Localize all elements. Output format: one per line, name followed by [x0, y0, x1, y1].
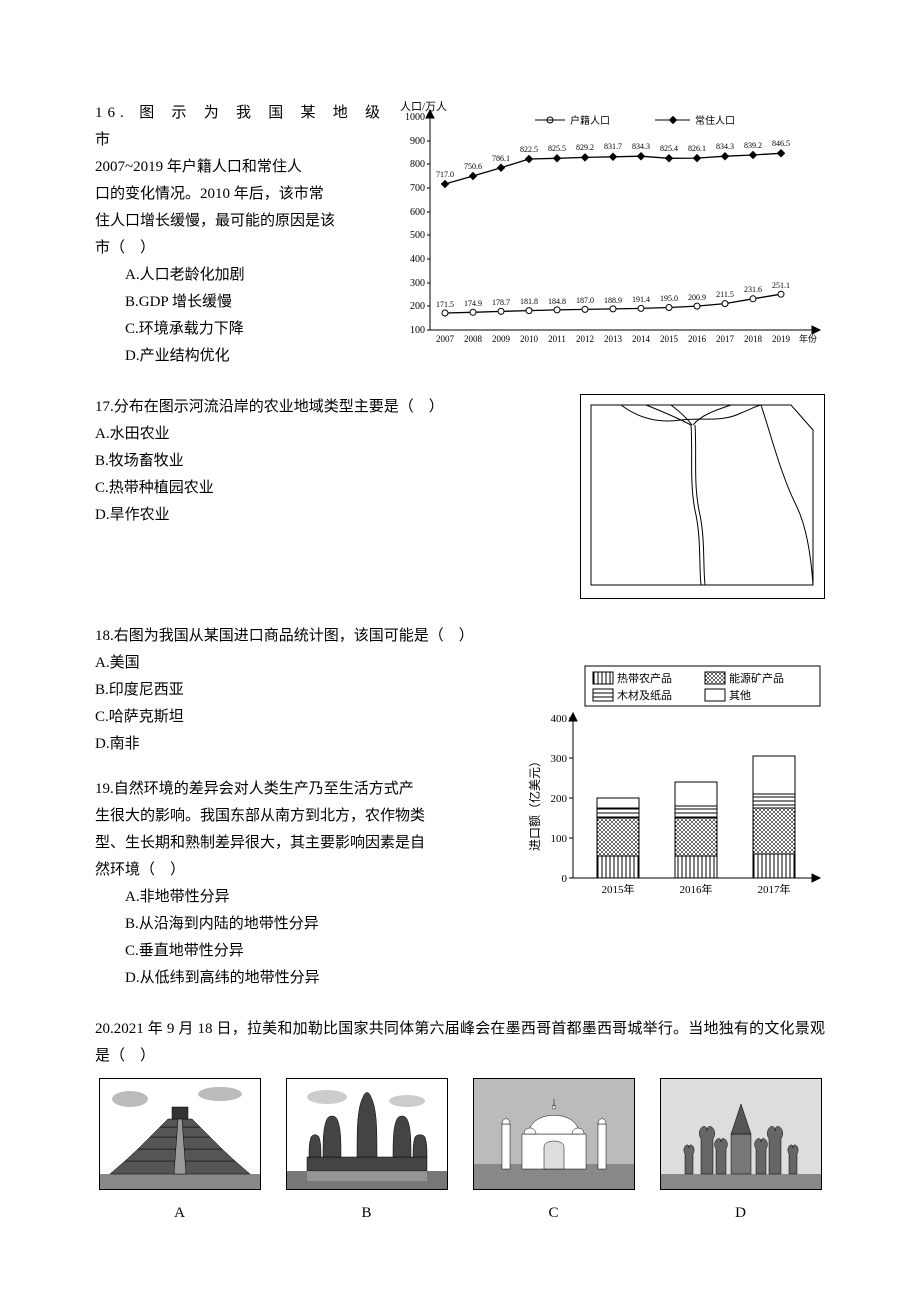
svg-text:800: 800 [410, 159, 425, 170]
question-16: 人口/万人 [95, 100, 825, 370]
svg-text:195.0: 195.0 [660, 294, 678, 303]
q19-option-d[interactable]: D.从低纬到高纬的地带性分异 [125, 965, 825, 992]
q20-label-d: D [656, 1200, 825, 1227]
q20-option-b[interactable]: B [282, 1078, 451, 1227]
question-17: 17.分布在图示河流沿岸的农业地域类型主要是（ ） A.水田农业 B.牧场畜牧业… [95, 394, 825, 599]
svg-text:2017: 2017 [716, 334, 735, 344]
svg-text:2016年: 2016年 [680, 882, 713, 896]
svg-text:200.9: 200.9 [688, 293, 706, 302]
svg-text:846.5: 846.5 [772, 139, 790, 148]
svg-text:2011: 2011 [548, 334, 566, 344]
q20-option-d[interactable]: D [656, 1078, 825, 1227]
svg-text:2009: 2009 [492, 334, 511, 344]
svg-text:717.0: 717.0 [436, 170, 454, 179]
svg-text:900: 900 [410, 136, 425, 147]
svg-text:184.8: 184.8 [548, 297, 566, 306]
q20-label-c: C [469, 1200, 638, 1227]
svg-text:700: 700 [410, 183, 425, 194]
svg-text:2019: 2019 [772, 334, 791, 344]
svg-text:2018: 2018 [744, 334, 763, 344]
svg-text:191.4: 191.4 [632, 295, 650, 304]
svg-text:251.1: 251.1 [772, 281, 790, 290]
svg-text:400: 400 [410, 254, 425, 265]
svg-text:171.5: 171.5 [436, 300, 454, 309]
q20-option-c[interactable]: C [469, 1078, 638, 1227]
svg-text:2015年: 2015年 [602, 882, 635, 896]
svg-text:2014: 2014 [632, 334, 651, 344]
svg-text:834.3: 834.3 [716, 142, 734, 151]
svg-text:834.3: 834.3 [632, 142, 650, 151]
question-18-19-block: 热带农产品 能源矿产品 木材及纸品 其他 进口额（亿美元） [95, 623, 825, 992]
svg-text:其他: 其他 [729, 689, 751, 702]
svg-text:1000: 1000 [405, 112, 425, 123]
svg-text:2012: 2012 [576, 334, 594, 344]
svg-text:能源矿产品: 能源矿产品 [729, 671, 784, 685]
svg-text:2013: 2013 [604, 334, 623, 344]
svg-text:300: 300 [410, 278, 425, 289]
svg-text:200: 200 [551, 793, 568, 805]
svg-text:181.8: 181.8 [520, 297, 538, 306]
svg-text:831.7: 831.7 [604, 142, 622, 151]
svg-text:231.6: 231.6 [744, 285, 762, 294]
svg-text:178.7: 178.7 [492, 298, 510, 307]
svg-text:822.5: 822.5 [520, 145, 538, 154]
svg-text:0: 0 [562, 873, 568, 885]
q19-option-b[interactable]: B.从沿海到内陆的地带性分异 [125, 911, 825, 938]
q18-stacked-bar-chart: 热带农产品 能源矿产品 木材及纸品 其他 进口额（亿美元） [525, 663, 825, 913]
svg-text:100: 100 [410, 325, 425, 336]
svg-text:200: 200 [410, 301, 425, 312]
svg-text:300: 300 [551, 753, 568, 765]
svg-text:2015: 2015 [660, 334, 679, 344]
svg-text:2008: 2008 [464, 334, 483, 344]
svg-text:2010: 2010 [520, 334, 539, 344]
q18-stem: 18.右图为我国从某国进口商品统计图，该国可能是（ ） [95, 623, 825, 650]
svg-text:100: 100 [551, 833, 568, 845]
svg-text:600: 600 [410, 207, 425, 218]
q20-label-a: A [95, 1200, 264, 1227]
svg-text:174.9: 174.9 [464, 299, 482, 308]
svg-text:750.6: 750.6 [464, 162, 482, 171]
svg-text:187.0: 187.0 [576, 296, 594, 305]
svg-text:进口额（亿美元）: 进口额（亿美元） [527, 755, 542, 851]
svg-text:829.2: 829.2 [576, 143, 594, 152]
svg-text:2017年: 2017年 [758, 882, 791, 896]
svg-text:826.1: 826.1 [688, 144, 706, 153]
q17-map [580, 394, 825, 599]
svg-text:2016: 2016 [688, 334, 707, 344]
svg-text:热带农产品: 热带农产品 [617, 671, 672, 685]
svg-text:户籍人口: 户籍人口 [570, 114, 610, 127]
q20-option-a[interactable]: A [95, 1078, 264, 1227]
question-20: 20.2021 年 9 月 18 日，拉美和加勒比国家共同体第六届峰会在墨西哥首… [95, 1016, 825, 1227]
svg-text:年份: 年份 [799, 333, 817, 344]
q20-label-b: B [282, 1200, 451, 1227]
q19-option-c[interactable]: C.垂直地带性分异 [125, 938, 825, 965]
q20-stem: 20.2021 年 9 月 18 日，拉美和加勒比国家共同体第六届峰会在墨西哥首… [95, 1016, 825, 1070]
svg-text:839.2: 839.2 [744, 141, 762, 150]
q16-line-chart: 人口/万人 [395, 100, 825, 360]
svg-text:825.5: 825.5 [548, 144, 566, 153]
svg-text:500: 500 [410, 230, 425, 241]
svg-text:825.4: 825.4 [660, 144, 678, 153]
svg-text:188.9: 188.9 [604, 296, 622, 305]
svg-text:木材及纸品: 木材及纸品 [617, 688, 672, 702]
svg-text:常住人口: 常住人口 [695, 114, 735, 127]
svg-text:2007: 2007 [436, 334, 455, 344]
svg-text:211.5: 211.5 [716, 290, 734, 299]
svg-text:400: 400 [551, 713, 568, 725]
svg-text:786.1: 786.1 [492, 154, 510, 163]
